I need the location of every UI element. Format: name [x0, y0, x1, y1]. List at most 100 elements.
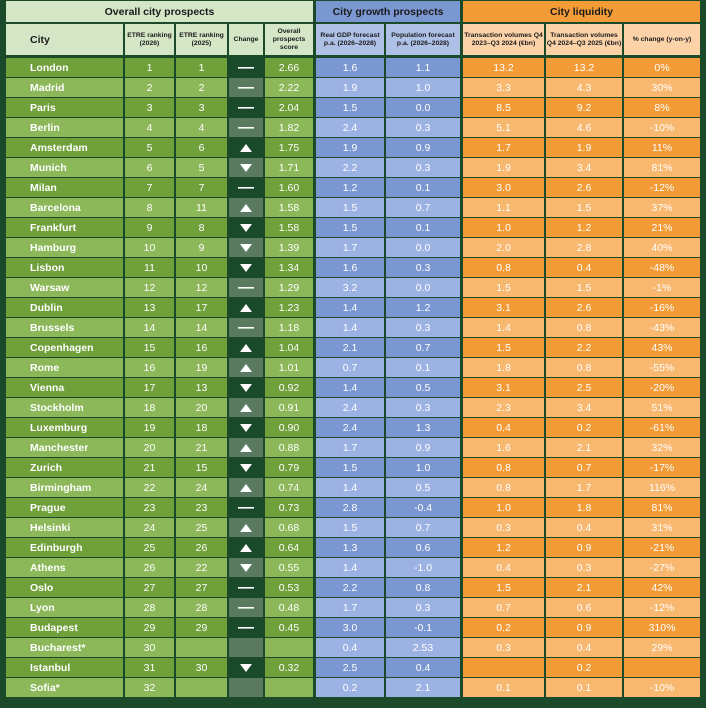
table-cell: 0.3	[386, 158, 460, 177]
table-cell: 17	[176, 298, 227, 317]
table-cell: 0.3	[386, 398, 460, 417]
up-arrow-icon	[240, 543, 252, 552]
table-cell: 1.58	[265, 218, 313, 237]
table-cell: 1.23	[265, 298, 313, 317]
table-cell: 0.91	[265, 398, 313, 417]
table-cell: 1.7	[316, 598, 384, 617]
table-cell: 0.4	[463, 558, 544, 577]
table-cell: 3.1	[463, 298, 544, 317]
up-arrow-icon	[240, 403, 252, 412]
table-cell: 1.8	[463, 358, 544, 377]
table-cell: 18	[176, 418, 227, 437]
table-cell: 16	[125, 358, 174, 377]
table-cell: 11	[125, 258, 174, 277]
table-cell: 13	[125, 298, 174, 317]
table-cell: -43%	[624, 318, 700, 337]
change-cell	[229, 58, 263, 77]
table-cell: 1.5	[463, 578, 544, 597]
table-cell: 0.7	[386, 518, 460, 537]
down-arrow-icon	[240, 383, 252, 392]
table-cell: 7	[176, 178, 227, 197]
column-header: Real GDP forecast p.a. (2026–2028)	[316, 24, 384, 55]
table-cell: 1.7	[316, 438, 384, 457]
table-cell: 0.9	[386, 438, 460, 457]
city-name-cell: Rome	[6, 358, 123, 377]
flat-dash-icon	[238, 286, 254, 289]
table-cell: 0.48	[265, 598, 313, 617]
table-cell: 1.5	[463, 278, 544, 297]
table-cell: -10%	[624, 678, 700, 697]
change-cell	[229, 258, 263, 277]
table-cell: 20	[125, 438, 174, 457]
table-cell: 1.5	[316, 458, 384, 477]
change-cell	[229, 558, 263, 577]
column-header: Transaction volumes Q4 2024–Q3 2025 (€bn…	[546, 24, 622, 55]
table-cell: 310%	[624, 618, 700, 637]
table-cell: 1.8	[546, 498, 622, 517]
table-cell: 0.73	[265, 498, 313, 517]
city-name-cell: Milan	[6, 178, 123, 197]
table-cell: 0.4	[316, 638, 384, 657]
table-cell: 1.58	[265, 198, 313, 217]
table-cell	[463, 658, 544, 677]
change-cell	[229, 518, 263, 537]
table-cell: 0.1	[386, 218, 460, 237]
change-cell	[229, 178, 263, 197]
change-cell	[229, 478, 263, 497]
table-cell: 1.5	[546, 278, 622, 297]
up-arrow-icon	[240, 143, 252, 152]
table-cell: 1.2	[546, 218, 622, 237]
down-arrow-icon	[240, 263, 252, 272]
table-cell: 0.1	[546, 678, 622, 697]
table-cell: 0.9	[546, 538, 622, 557]
down-arrow-icon	[240, 463, 252, 472]
table-cell: 10	[125, 238, 174, 257]
table-cell: 1.4	[316, 478, 384, 497]
change-cell	[229, 498, 263, 517]
table-cell: 0.5	[386, 378, 460, 397]
table-cell: 1.4	[316, 378, 384, 397]
table-cell: 1.01	[265, 358, 313, 377]
table-cell: 1.0	[386, 458, 460, 477]
flat-dash-icon	[238, 626, 254, 629]
table-cell: 1.4	[463, 318, 544, 337]
table-cell: 8.5	[463, 98, 544, 117]
change-cell	[229, 378, 263, 397]
table-cell: -20%	[624, 378, 700, 397]
table-cell: 0.8	[386, 578, 460, 597]
table-cell: 81%	[624, 498, 700, 517]
change-cell	[229, 138, 263, 157]
table-cell	[176, 638, 227, 657]
table-cell: 0%	[624, 58, 700, 77]
column-header: Transaction volumes Q4 2023–Q3 2024 (€bn…	[463, 24, 544, 55]
table-cell: 9	[176, 238, 227, 257]
table-cell: 5.1	[463, 118, 544, 137]
table-cell: 23	[176, 498, 227, 517]
table-cell: 11%	[624, 138, 700, 157]
table-cell: 0.2	[546, 658, 622, 677]
table-cell: -0.4	[386, 498, 460, 517]
table-cell: 6	[125, 158, 174, 177]
table-cell: 2.04	[265, 98, 313, 117]
city-name-cell: Hamburg	[6, 238, 123, 257]
change-cell	[229, 318, 263, 337]
column-header: ETRE ranking (2025)	[176, 24, 227, 55]
column-header: Change	[229, 24, 263, 55]
change-cell	[229, 278, 263, 297]
city-name-cell: Berlin	[6, 118, 123, 137]
table-cell	[176, 678, 227, 697]
city-name-cell: Brussels	[6, 318, 123, 337]
change-cell	[229, 398, 263, 417]
up-arrow-icon	[240, 483, 252, 492]
table-cell: 21%	[624, 218, 700, 237]
table-cell: 2.6	[546, 178, 622, 197]
table-cell: 32	[125, 678, 174, 697]
table-cell: 2.2	[546, 338, 622, 357]
table-cell: 42%	[624, 578, 700, 597]
flat-dash-icon	[238, 606, 254, 609]
table-cell: 1.1	[463, 198, 544, 217]
table-cell: -16%	[624, 298, 700, 317]
up-arrow-icon	[240, 523, 252, 532]
table-cell: -12%	[624, 178, 700, 197]
table-cell: 13.2	[546, 58, 622, 77]
